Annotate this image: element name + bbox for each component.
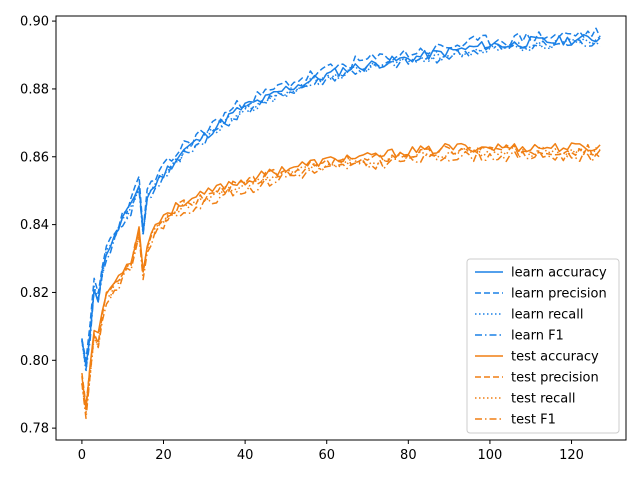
series-lines [81, 27, 601, 420]
x-tick-label: 120 [559, 448, 584, 463]
y-tick-label: 0.80 [20, 354, 49, 369]
series-line-test-F1 [81, 150, 601, 420]
x-tick-label: 20 [155, 448, 172, 463]
y-tick-label: 0.84 [20, 218, 49, 233]
series-line-learn-F1 [81, 38, 601, 371]
legend-label: test precision [511, 371, 599, 386]
series-line-test-accuracy [81, 142, 601, 411]
x-tick-label: 80 [400, 448, 417, 463]
series-line-learn-recall [81, 36, 601, 373]
y-tick-label: 0.78 [20, 422, 49, 437]
legend-label: learn precision [511, 287, 607, 302]
series-line-learn-precision [81, 27, 601, 361]
series-line-test-precision [81, 143, 601, 407]
legend-label: learn accuracy [511, 266, 607, 281]
x-tick-label: 60 [318, 448, 335, 463]
legend-label: test F1 [511, 413, 556, 428]
legend-label: test accuracy [511, 350, 599, 365]
series-line-learn-accuracy [81, 33, 601, 368]
x-tick-label: 0 [78, 448, 86, 463]
y-tick-label: 0.90 [20, 15, 49, 30]
x-tick-label: 100 [478, 448, 503, 463]
legend-label: learn F1 [511, 329, 564, 344]
legend-label: test recall [511, 392, 576, 407]
y-tick-label: 0.86 [20, 150, 49, 165]
y-axis: 0.78 0.80 0.82 0.84 0.86 0.88 0.90 [20, 15, 56, 437]
x-tick-label: 40 [237, 448, 254, 463]
x-axis: 0 20 40 60 80 100 120 [78, 440, 584, 463]
legend: learn accuracy learn precision learn recal… [466, 258, 620, 434]
y-tick-label: 0.88 [20, 82, 49, 97]
legend-box [466, 258, 620, 434]
y-tick-label: 0.82 [20, 286, 49, 301]
axes-frame [55, 15, 627, 441]
series-line-test-recall [81, 146, 601, 415]
legend-label: learn recall [511, 308, 583, 323]
